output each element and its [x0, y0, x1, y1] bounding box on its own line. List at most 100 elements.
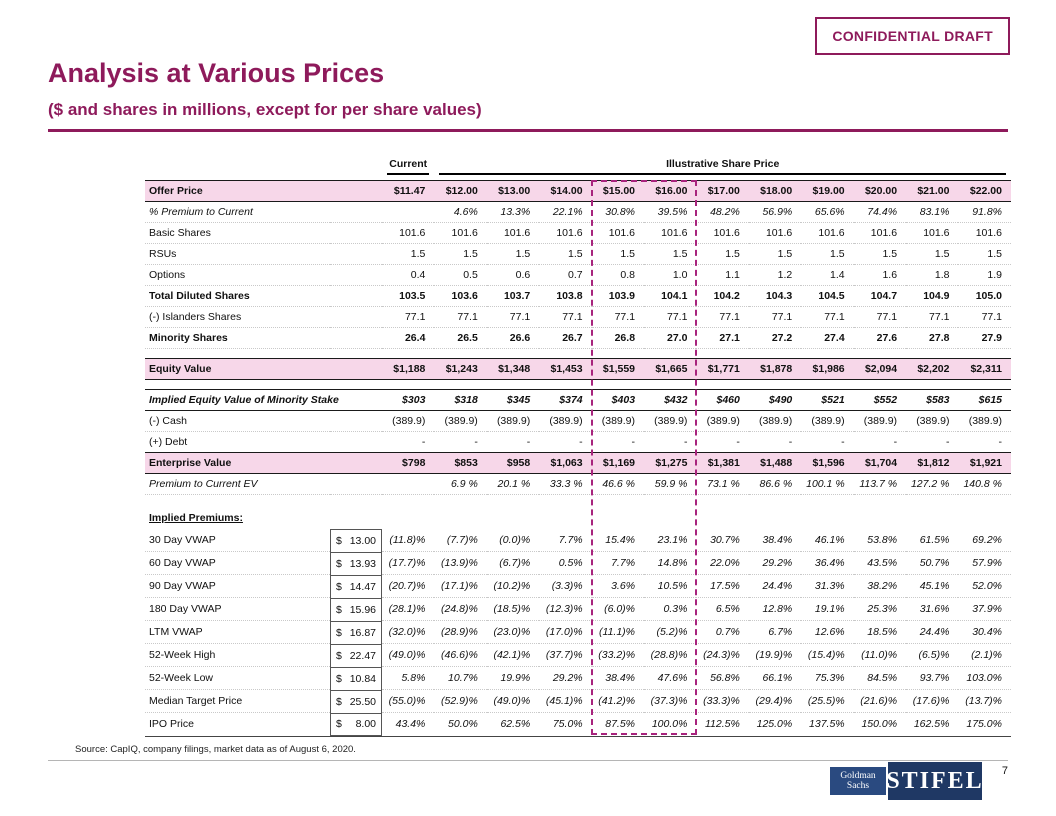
value-cell: 0.6	[486, 264, 540, 286]
value-cell: 5.8%	[382, 666, 435, 690]
value-cell: (55.0)%	[382, 689, 435, 713]
row-label: Enterprise Value	[145, 451, 330, 474]
value-cell: 47.6%	[644, 666, 697, 690]
reference-price-box: $8.00	[330, 712, 382, 736]
value-cell: $853	[434, 451, 487, 474]
value-cell: (17.6)%	[906, 689, 959, 713]
value-cell: 12.6%	[801, 620, 854, 644]
value-cell	[382, 473, 435, 495]
current-column-header-cell: Current	[382, 150, 434, 180]
row-label: 60 Day VWAP	[145, 551, 330, 575]
value-cell: 1.5	[382, 243, 435, 265]
footer-divider	[48, 760, 1008, 761]
value-cell: (52.9)%	[434, 689, 487, 713]
value-cell: (23.0)%	[486, 620, 540, 644]
ref-spacer-cell	[330, 431, 382, 453]
value-cell: 50.0%	[434, 712, 487, 737]
value-cell: $345	[486, 388, 540, 411]
implied-premiums-section-label-cell: Implied Premiums:	[145, 507, 330, 529]
value-cell: $15.00	[591, 179, 645, 202]
implied-premium-row: 52-Week High $22.47 (49.0)% (46.6)% (42.1)%(…	[145, 643, 1011, 667]
value-cell: 0.5%	[539, 551, 592, 575]
value-cell: -	[748, 431, 802, 453]
row-label: Offer Price	[145, 179, 330, 202]
reference-price-box: $15.96	[330, 597, 382, 621]
value-cell: 31.3%	[801, 574, 854, 598]
value-cell: (12.3)%	[539, 597, 592, 621]
implied-premium-row: 90 Day VWAP $14.47 (20.7)% (17.1)% (10.2)% (3…	[145, 574, 1011, 598]
ref-spacer-cell	[330, 222, 382, 244]
row-label: Premium to Current EV	[145, 473, 330, 495]
value-cell: 22.0%	[696, 551, 749, 575]
row-label: Total Diluted Shares	[145, 285, 330, 307]
table-row: % Premium to Current 4.6% 13.3% 22.1% 30.8% 3…	[145, 201, 1011, 223]
value-cell: $615	[958, 388, 1011, 411]
table-row: Minority Shares 26.4 26.5 26.6 26.7 26.8 27.0 2…	[145, 327, 1011, 349]
row-label: RSUs	[145, 243, 330, 265]
value-cell: $1,921	[958, 451, 1011, 474]
value-cell: $17.00	[696, 179, 749, 202]
row-label: Options	[145, 264, 330, 286]
ref-spacer-cell	[330, 243, 382, 265]
value-cell: -	[382, 431, 435, 453]
value-cell: (6.7)%	[486, 551, 540, 575]
value-cell: 0.7%	[696, 620, 749, 644]
value-cell: 39.5%	[644, 201, 697, 223]
value-cell: 26.7	[539, 327, 592, 349]
table-row: (-) Cash (389.9) (389.9) (389.9) (389.9) (389…	[145, 410, 1011, 432]
value-cell: 75.3%	[801, 666, 854, 690]
value-cell: 31.6%	[906, 597, 959, 621]
table-row: (+) Debt - - - - - - - - - - - -	[145, 431, 1011, 453]
reference-price-cell: $10.84	[330, 666, 382, 690]
value-cell: $1,704	[853, 451, 907, 474]
value-cell: $1,275	[644, 451, 697, 474]
value-cell: 46.1%	[801, 528, 854, 552]
row-label: IPO Price	[145, 712, 330, 737]
table-row: Implied Equity Value of Minority Stake $3…	[145, 388, 1011, 411]
value-cell: 30.8%	[591, 201, 645, 223]
value-cell: (49.0)%	[486, 689, 540, 713]
value-cell: 0.7	[539, 264, 592, 286]
value-cell: 84.5%	[853, 666, 907, 690]
value-cell: 101.6	[539, 222, 592, 244]
value-cell: 137.5%	[801, 712, 854, 737]
value-cell: -	[801, 431, 854, 453]
table-row: Offer Price $11.47 $12.00 $13.00 $14.00 $15.0…	[145, 179, 1011, 202]
value-cell: 4.6%	[434, 201, 487, 223]
implied-premium-row: 180 Day VWAP $15.96 (28.1)% (24.8)% (18.5)%(…	[145, 597, 1011, 621]
table-row	[145, 379, 1011, 389]
value-cell: 36.4%	[801, 551, 854, 575]
value-cell: $14.00	[539, 179, 592, 202]
value-cell: (28.9)%	[434, 620, 487, 644]
value-cell: 38.4%	[748, 528, 802, 552]
value-cell: 69.2%	[958, 528, 1011, 552]
value-cell: (21.6)%	[853, 689, 907, 713]
value-cell: (5.2)%	[644, 620, 697, 644]
value-cell: (389.9)	[644, 410, 697, 432]
value-cell: 113.7 %	[853, 473, 907, 495]
value-cell: -	[958, 431, 1011, 453]
value-cell: 104.5	[801, 285, 854, 307]
value-cell: (33.3)%	[696, 689, 749, 713]
value-cell: 52.0%	[958, 574, 1011, 598]
value-cell: 38.4%	[591, 666, 645, 690]
ref-spacer-cell	[330, 306, 382, 328]
value-cell: 103.6	[434, 285, 487, 307]
value-cell: (28.8)%	[644, 643, 697, 667]
value-cell: $20.00	[853, 179, 907, 202]
value-cell: $1,665	[644, 357, 697, 380]
value-cell: (37.3)%	[644, 689, 697, 713]
value-cell: 104.1	[644, 285, 697, 307]
header-spacer-cell	[145, 150, 382, 180]
implied-premiums-table: Implied Premiums: 30 Day VWAP $13.00 (11.8…	[145, 507, 1011, 737]
value-cell: $460	[696, 388, 749, 411]
value-cell: 66.1%	[748, 666, 802, 690]
implied-premium-row: IPO Price $8.00 43.4% 50.0% 62.5% 75.0% 87.5% 1…	[145, 712, 1011, 737]
value-cell: 14.8%	[644, 551, 697, 575]
value-cell: $2,094	[853, 357, 907, 380]
value-cell: 18.5%	[853, 620, 907, 644]
value-cell: $1,559	[591, 357, 645, 380]
value-cell: 24.4%	[906, 620, 959, 644]
table-row	[145, 348, 1011, 358]
value-cell: $2,311	[958, 357, 1011, 380]
